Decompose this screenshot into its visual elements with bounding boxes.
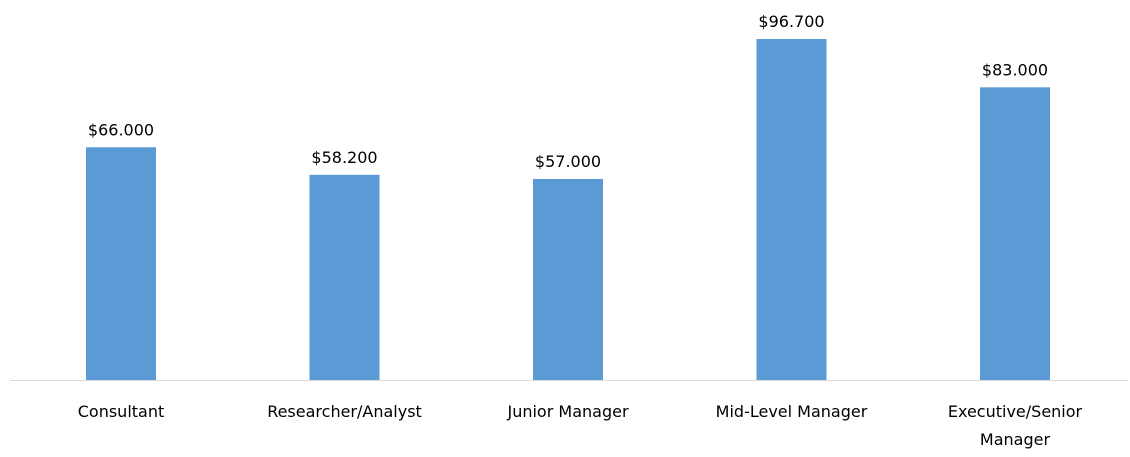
bar — [533, 178, 603, 380]
value-label: $58.200 — [311, 148, 377, 167]
bar — [980, 87, 1050, 380]
x-tick-label: Consultant — [77, 402, 165, 421]
bar — [309, 174, 380, 380]
x-tick-label: Junior Manager — [507, 402, 629, 421]
value-label: $96.700 — [758, 12, 824, 31]
value-label: $66.000 — [88, 120, 154, 139]
x-tick-label: Mid-Level Manager — [715, 402, 868, 421]
value-label: $57.000 — [535, 152, 601, 171]
x-tick-label: Researcher/Analyst — [267, 402, 422, 421]
bar — [86, 147, 156, 380]
value-label: $83.000 — [982, 60, 1048, 79]
bar — [756, 39, 827, 380]
x-tick-label: Executive/Senior Manager — [947, 402, 1083, 449]
